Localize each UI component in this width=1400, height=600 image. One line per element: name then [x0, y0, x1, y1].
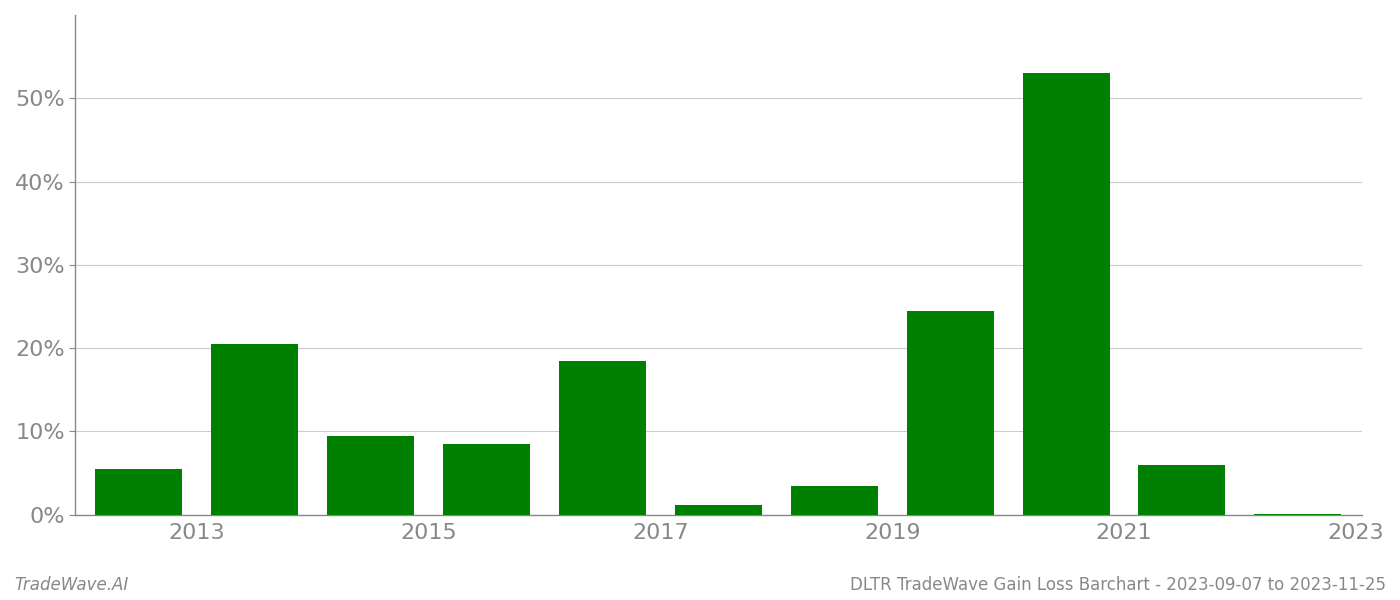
Bar	[328, 436, 414, 515]
Bar	[1138, 464, 1225, 515]
Bar	[907, 311, 994, 515]
Bar	[95, 469, 182, 515]
Text: DLTR TradeWave Gain Loss Barchart - 2023-09-07 to 2023-11-25: DLTR TradeWave Gain Loss Barchart - 2023…	[850, 576, 1386, 594]
Bar	[1022, 73, 1110, 515]
Bar	[211, 344, 298, 515]
Bar	[791, 485, 878, 515]
Text: TradeWave.AI: TradeWave.AI	[14, 576, 129, 594]
Bar	[1254, 514, 1341, 515]
Bar	[559, 361, 645, 515]
Bar	[444, 444, 531, 515]
Bar	[675, 505, 762, 515]
